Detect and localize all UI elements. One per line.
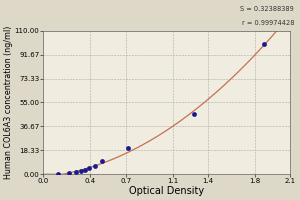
Text: r = 0.99974428: r = 0.99974428 (242, 20, 294, 26)
Y-axis label: Human COL6A3 concentration (ng/ml): Human COL6A3 concentration (ng/ml) (4, 26, 13, 179)
Point (67, 172, 72, 175)
Point (82, 169, 87, 172)
Point (79, 170, 83, 173)
Point (262, 42, 267, 45)
Point (55, 172, 60, 175)
Point (100, 160, 105, 163)
Point (74, 171, 79, 174)
X-axis label: Optical Density: Optical Density (129, 186, 204, 196)
Point (87, 167, 92, 170)
Point (191, 113, 196, 116)
Text: S = 0.32388389: S = 0.32388389 (240, 6, 294, 12)
Point (93, 164, 98, 167)
Point (126, 147, 130, 150)
